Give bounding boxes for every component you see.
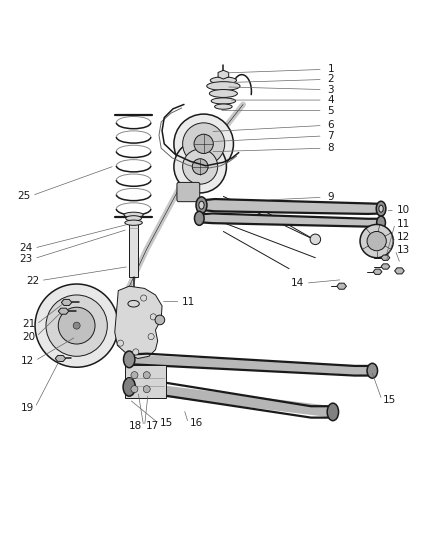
Text: 4: 4	[327, 95, 334, 105]
Ellipse shape	[376, 201, 386, 216]
Circle shape	[174, 140, 226, 193]
Text: 15: 15	[160, 418, 173, 429]
Text: 15: 15	[383, 395, 396, 405]
Polygon shape	[55, 295, 95, 356]
Ellipse shape	[199, 201, 204, 209]
Polygon shape	[55, 356, 66, 361]
Polygon shape	[381, 255, 390, 261]
Text: 5: 5	[327, 106, 334, 116]
Circle shape	[155, 315, 165, 325]
Circle shape	[183, 149, 218, 184]
Text: 12: 12	[396, 232, 410, 242]
Text: 21: 21	[22, 319, 35, 329]
Circle shape	[58, 307, 95, 344]
Text: 3: 3	[327, 85, 334, 94]
Polygon shape	[129, 381, 333, 418]
Ellipse shape	[124, 351, 135, 368]
Text: 11: 11	[182, 296, 195, 306]
Ellipse shape	[125, 220, 142, 225]
Bar	[129, 223, 138, 278]
Polygon shape	[129, 354, 372, 376]
Ellipse shape	[128, 301, 139, 307]
Circle shape	[174, 114, 233, 174]
Ellipse shape	[367, 364, 378, 378]
Text: 16: 16	[190, 418, 203, 429]
Text: 18: 18	[129, 422, 142, 431]
Circle shape	[141, 295, 147, 301]
Text: 25: 25	[18, 190, 31, 200]
Circle shape	[360, 224, 393, 258]
Circle shape	[367, 231, 386, 251]
Text: 22: 22	[26, 276, 39, 286]
Polygon shape	[337, 283, 346, 289]
Circle shape	[131, 372, 138, 378]
Circle shape	[183, 123, 225, 165]
Text: 6: 6	[327, 120, 334, 131]
Bar	[125, 365, 166, 398]
Text: 11: 11	[396, 219, 410, 229]
Ellipse shape	[124, 212, 143, 217]
Ellipse shape	[210, 77, 237, 84]
Text: 9: 9	[327, 192, 334, 203]
Text: 19: 19	[21, 402, 34, 413]
Polygon shape	[115, 286, 162, 359]
Polygon shape	[201, 199, 381, 214]
Polygon shape	[373, 269, 382, 274]
Polygon shape	[199, 214, 381, 227]
Circle shape	[143, 372, 150, 378]
Text: 7: 7	[327, 131, 334, 141]
Polygon shape	[61, 300, 72, 305]
Circle shape	[35, 284, 118, 367]
Text: 24: 24	[20, 243, 33, 253]
Text: 23: 23	[20, 254, 33, 264]
Text: 2: 2	[327, 75, 334, 84]
Ellipse shape	[194, 211, 204, 225]
Text: 20: 20	[22, 332, 35, 342]
Ellipse shape	[209, 90, 237, 98]
Circle shape	[310, 234, 321, 245]
Text: 13: 13	[396, 245, 410, 255]
Circle shape	[117, 340, 124, 346]
Text: 17: 17	[146, 422, 159, 431]
Text: 12: 12	[21, 356, 34, 366]
Polygon shape	[218, 70, 229, 79]
Circle shape	[150, 314, 156, 320]
Text: 10: 10	[396, 205, 410, 215]
Circle shape	[194, 134, 213, 154]
Circle shape	[131, 386, 138, 393]
Circle shape	[73, 322, 80, 329]
Ellipse shape	[123, 378, 135, 396]
Text: 14: 14	[291, 278, 304, 288]
Ellipse shape	[379, 205, 383, 212]
Text: 8: 8	[327, 143, 334, 154]
Polygon shape	[381, 264, 390, 269]
Circle shape	[143, 386, 150, 393]
Ellipse shape	[377, 216, 385, 229]
Ellipse shape	[215, 104, 232, 109]
Circle shape	[133, 349, 139, 355]
Ellipse shape	[207, 82, 240, 91]
Circle shape	[46, 295, 107, 356]
Ellipse shape	[196, 197, 207, 214]
Ellipse shape	[126, 216, 141, 221]
Circle shape	[192, 159, 208, 174]
Text: 1: 1	[327, 64, 334, 75]
Ellipse shape	[211, 98, 236, 104]
Polygon shape	[395, 268, 404, 274]
Circle shape	[148, 334, 154, 340]
FancyBboxPatch shape	[177, 182, 200, 201]
Polygon shape	[58, 308, 69, 314]
Ellipse shape	[327, 403, 339, 421]
